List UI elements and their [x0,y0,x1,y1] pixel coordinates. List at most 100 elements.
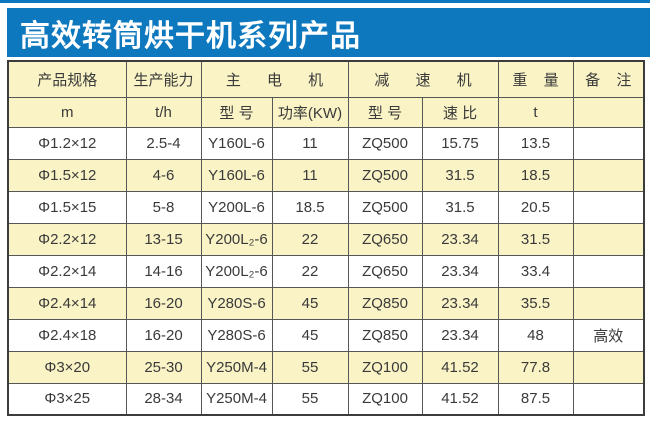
remark-cell [572,382,645,416]
capacity-cell: 16-20 [125,318,202,352]
table-row: Φ1.5×12 4-6 Y160L-6 11 ZQ500 31.5 18.5 [7,158,645,192]
table-body: Φ1.2×12 2.5-4 Y160L-6 11 ZQ500 15.75 13.… [7,126,645,416]
capacity-cell: 28-34 [125,382,202,416]
remark-cell [572,350,645,384]
remark-cell [572,126,645,160]
motor-model-cell: Y250M-4 [200,350,273,384]
header-row-units: m t/h 型 号 功率(KW) 型 号 速 比 t [7,96,645,128]
page-title-banner: 高效转筒烘干机系列产品 [7,8,650,57]
header-row-groups: 产品规格 生产能力 主 电 机 减 速 机 重 量 备 注 [7,60,645,98]
page-title: 高效转筒烘干机系列产品 [20,19,361,53]
reducer-model-cell: ZQ500 [347,190,423,224]
motor-power-cell: 55 [271,350,349,384]
capacity-cell: 5-8 [125,190,202,224]
subheader-reducer-ratio: 速 比 [421,96,499,128]
motor-power-cell: 11 [271,126,349,160]
reducer-model-cell: ZQ850 [347,286,423,320]
motor-power-cell: 45 [271,286,349,320]
reducer-ratio-cell: 41.52 [421,350,499,384]
table-row: Φ2.2×12 13-15 Y200L₂-6 22 ZQ650 23.34 31… [7,222,645,256]
motor-model-cell: Y200L₂-6 [200,222,273,256]
header-remark: 备 注 [572,60,645,98]
motor-power-cell: 22 [271,222,349,256]
reducer-ratio-cell: 23.34 [421,222,499,256]
subheader-reducer-model: 型 号 [347,96,423,128]
reducer-ratio-cell: 41.52 [421,382,499,416]
capacity-cell: 4-6 [125,158,202,192]
capacity-cell: 2.5-4 [125,126,202,160]
motor-model-cell: Y200L₂-6 [200,254,273,288]
header-main-motor: 主 电 机 [200,60,349,98]
reducer-model-cell: ZQ100 [347,350,423,384]
reducer-ratio-cell: 31.5 [421,190,499,224]
reducer-ratio-cell: 23.34 [421,254,499,288]
spec-cell: Φ2.2×12 [7,222,127,256]
reducer-ratio-cell: 15.75 [421,126,499,160]
motor-model-cell: Y160L-6 [200,158,273,192]
remark-cell [572,190,645,224]
table-row: Φ2.4×14 16-20 Y280S-6 45 ZQ850 23.34 35.… [7,286,645,320]
motor-power-cell: 55 [271,382,349,416]
remark-cell [572,158,645,192]
motor-model-cell: Y160L-6 [200,126,273,160]
weight-cell: 33.4 [497,254,574,288]
reducer-model-cell: ZQ100 [347,382,423,416]
spec-cell: Φ2.2×14 [7,254,127,288]
reducer-ratio-cell: 23.34 [421,318,499,352]
reducer-model-cell: ZQ500 [347,126,423,160]
table-header: 产品规格 生产能力 主 电 机 减 速 机 重 量 备 注 m t/h 型 号 … [7,60,645,128]
table-row: Φ2.4×18 16-20 Y280S-6 45 ZQ850 23.34 48 … [7,318,645,352]
spec-cell: Φ1.5×15 [7,190,127,224]
weight-cell: 31.5 [497,222,574,256]
header-reducer: 减 速 机 [347,60,499,98]
reducer-ratio-cell: 31.5 [421,158,499,192]
capacity-cell: 16-20 [125,286,202,320]
reducer-model-cell: ZQ650 [347,222,423,256]
motor-model-cell: Y280S-6 [200,286,273,320]
spec-cell: Φ2.4×14 [7,286,127,320]
spec-table-wrapper: 产品规格 生产能力 主 电 机 减 速 机 重 量 备 注 m t/h 型 号 … [7,60,645,416]
weight-cell: 35.5 [497,286,574,320]
header-weight: 重 量 [497,60,574,98]
header-spec: 产品规格 [7,60,127,98]
subheader-remark-empty [572,96,645,128]
table-row: Φ3×20 25-30 Y250M-4 55 ZQ100 41.52 77.8 [7,350,645,384]
spec-cell: Φ3×20 [7,350,127,384]
reducer-model-cell: ZQ500 [347,158,423,192]
product-spec-table: 产品规格 生产能力 主 电 机 减 速 机 重 量 备 注 m t/h 型 号 … [7,60,645,416]
reducer-model-cell: ZQ650 [347,254,423,288]
table-row: Φ2.2×14 14-16 Y200L₂-6 22 ZQ650 23.34 33… [7,254,645,288]
reducer-ratio-cell: 23.34 [421,286,499,320]
remark-cell: 高效 [572,318,645,352]
weight-cell: 20.5 [497,190,574,224]
spec-cell: Φ1.5×12 [7,158,127,192]
reducer-model-cell: ZQ850 [347,318,423,352]
capacity-cell: 14-16 [125,254,202,288]
subheader-motor-power: 功率(KW) [271,96,349,128]
motor-model-cell: Y200L-6 [200,190,273,224]
weight-cell: 18.5 [497,158,574,192]
spec-cell: Φ3×25 [7,382,127,416]
motor-power-cell: 22 [271,254,349,288]
weight-cell: 13.5 [497,126,574,160]
weight-cell: 87.5 [497,382,574,416]
motor-model-cell: Y280S-6 [200,318,273,352]
spec-cell: Φ1.2×12 [7,126,127,160]
table-row: Φ3×25 28-34 Y250M-4 55 ZQ100 41.52 87.5 [7,382,645,416]
motor-power-cell: 45 [271,318,349,352]
subheader-spec-unit: m [7,96,127,128]
weight-cell: 77.8 [497,350,574,384]
subheader-motor-model: 型 号 [200,96,273,128]
top-accent-strip [0,0,650,3]
remark-cell [572,254,645,288]
subheader-weight-unit: t [497,96,574,128]
table-row: Φ1.5×15 5-8 Y200L-6 18.5 ZQ500 31.5 20.5 [7,190,645,224]
capacity-cell: 13-15 [125,222,202,256]
remark-cell [572,286,645,320]
motor-model-cell: Y250M-4 [200,382,273,416]
weight-cell: 48 [497,318,574,352]
remark-cell [572,222,645,256]
capacity-cell: 25-30 [125,350,202,384]
motor-power-cell: 11 [271,158,349,192]
motor-power-cell: 18.5 [271,190,349,224]
